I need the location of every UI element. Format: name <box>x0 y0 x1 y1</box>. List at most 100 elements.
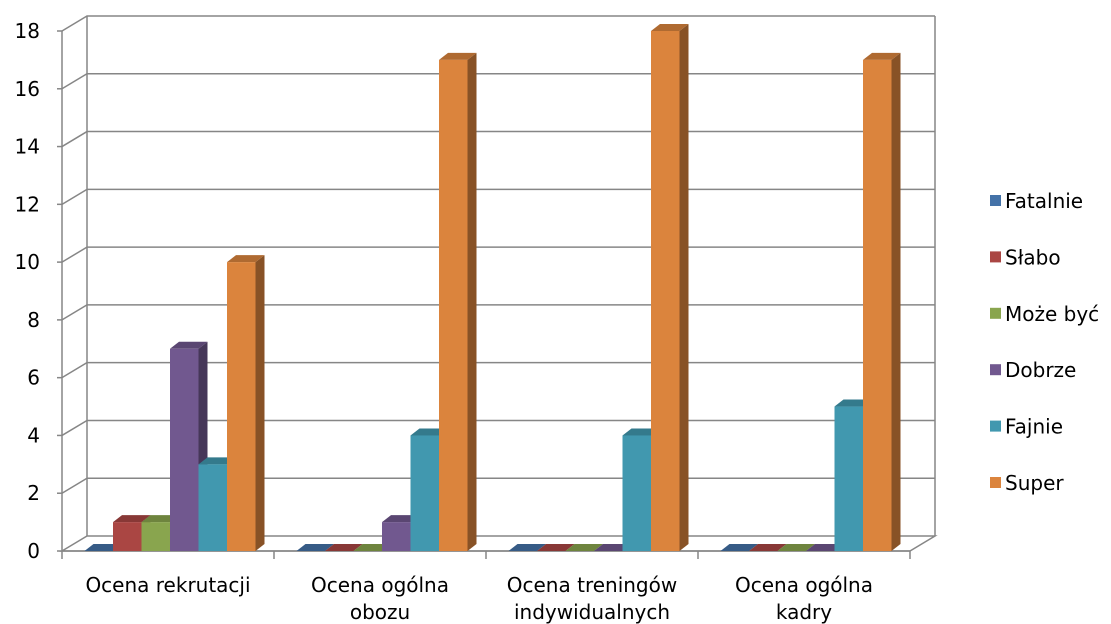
bar-top <box>749 544 787 551</box>
legend-item: Może być <box>990 302 1099 326</box>
bar-top <box>777 544 815 551</box>
bar <box>537 544 575 551</box>
bar-front <box>170 348 199 551</box>
y-tick-label: 18 <box>15 19 40 43</box>
gridline <box>61 15 935 32</box>
y-tick-label: 0 <box>27 539 40 563</box>
legend-item: Fatalnie <box>990 189 1083 213</box>
x-category-label: Ocena ogólna kadry <box>735 573 873 624</box>
x-category-label-line: Ocena ogólna <box>735 573 873 597</box>
bar <box>594 544 632 551</box>
x-category-label-line: Ocena rekrutacji <box>85 573 250 597</box>
bar-front <box>410 435 439 551</box>
y-tick-label: 12 <box>15 192 40 216</box>
x-category-label: Ocena ogólna obozu <box>311 573 449 624</box>
bar-side <box>891 52 901 552</box>
y-tick-label: 14 <box>15 135 40 159</box>
bar-top <box>537 544 575 551</box>
bar <box>806 544 844 551</box>
bar-top <box>410 428 448 436</box>
bar <box>863 52 901 552</box>
bar <box>651 24 689 551</box>
bar-top <box>325 544 363 551</box>
legend: Fatalnie Słabo Może być Dobrze Fajnie Super <box>990 189 1099 495</box>
bar-top <box>227 255 265 263</box>
x-category-label-line: indywidualnych <box>514 600 670 624</box>
legend-swatch <box>990 477 1001 488</box>
bars <box>84 24 901 552</box>
legend-label: Może być <box>1005 302 1099 326</box>
legend-swatch <box>990 195 1001 206</box>
bar-front <box>141 522 170 551</box>
bar <box>749 544 787 551</box>
gridline <box>61 188 935 205</box>
y-axis-ticks: 0 2 4 6 8 10 12 14 16 18 <box>15 19 62 563</box>
bar-top <box>353 544 391 551</box>
bar-top <box>720 544 758 551</box>
legend-label: Fatalnie <box>1005 189 1083 213</box>
bar-side <box>679 24 689 551</box>
bar-top <box>834 399 872 407</box>
x-category-label-line: kadry <box>776 600 832 624</box>
bar-top <box>439 52 477 60</box>
gridline <box>61 246 935 263</box>
bar-top <box>113 515 151 523</box>
gridline <box>61 130 935 148</box>
x-category-label-line: Ocena treningów <box>507 573 677 597</box>
legend-label: Super <box>1005 471 1064 495</box>
bar-front <box>622 435 651 551</box>
bar-front <box>227 262 256 551</box>
bar-front <box>113 522 142 551</box>
bar-front <box>651 31 680 551</box>
bar-top <box>141 515 179 523</box>
x-category-label: Ocena treningów indywidualnych <box>507 573 677 624</box>
gridline <box>61 304 935 321</box>
bar-side <box>255 255 265 551</box>
bar <box>508 544 546 551</box>
bar-top <box>622 428 660 436</box>
bar-side <box>467 52 477 552</box>
legend-label: Dobrze <box>1005 358 1076 382</box>
bar-top <box>170 341 208 349</box>
x-category-label: Ocena rekrutacji <box>85 573 250 597</box>
gridline <box>61 73 935 90</box>
bar-top <box>863 52 901 60</box>
x-category-label-line: obozu <box>350 600 410 624</box>
bar <box>227 255 265 551</box>
bar-top <box>84 544 122 551</box>
legend-item: Super <box>990 471 1064 495</box>
bar-front <box>863 59 892 552</box>
y-tick-label: 10 <box>15 250 40 274</box>
bar <box>353 544 391 551</box>
bar-top <box>198 457 236 465</box>
x-category-label-line: Ocena ogólna <box>311 573 449 597</box>
bar-top <box>651 24 689 31</box>
bar-top <box>565 544 603 551</box>
legend-item: Fajnie <box>990 415 1063 439</box>
legend-swatch <box>990 251 1001 263</box>
y-tick-label: 6 <box>27 366 40 390</box>
y-tick-label: 8 <box>27 308 40 332</box>
y-tick-label: 2 <box>27 481 40 505</box>
bar <box>296 544 334 551</box>
legend-swatch <box>990 364 1001 376</box>
bar-top <box>382 515 420 523</box>
bar-top <box>508 544 546 551</box>
bar-front <box>382 522 411 551</box>
bar-top <box>806 544 844 551</box>
bar <box>325 544 363 551</box>
bar <box>565 544 603 551</box>
bar <box>439 52 477 552</box>
legend-item: Słabo <box>990 245 1061 269</box>
bar-front <box>198 464 227 551</box>
bar-top <box>296 544 334 551</box>
bar <box>777 544 815 551</box>
bar-top <box>594 544 632 551</box>
x-axis: Ocena rekrutacji Ocena ogólna obozu Ocena t… <box>61 551 911 624</box>
bar <box>84 544 122 551</box>
y-tick-label: 16 <box>15 77 40 101</box>
legend-item: Dobrze <box>990 358 1076 382</box>
legend-label: Fajnie <box>1005 415 1063 439</box>
y-tick-label: 4 <box>27 423 40 447</box>
bar <box>720 544 758 551</box>
